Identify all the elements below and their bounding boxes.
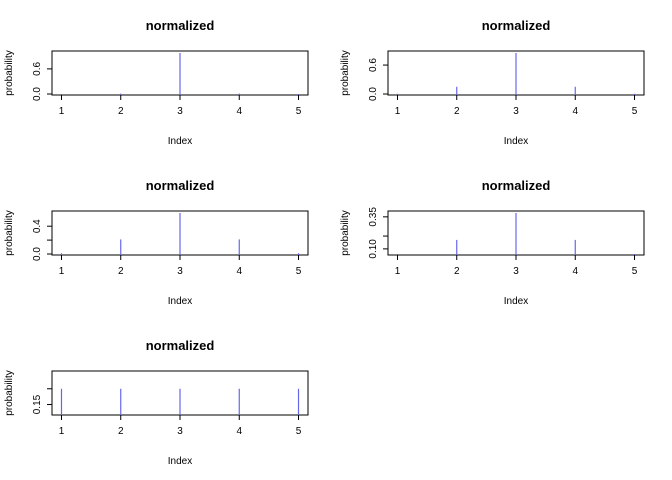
x-axis-label: Index [504, 136, 528, 147]
x-tick-label: 5 [632, 106, 638, 117]
chart-title: normalized [482, 18, 551, 33]
chart-title: normalized [482, 178, 551, 193]
x-tick-label: 5 [632, 266, 638, 277]
x-tick-label: 5 [296, 426, 302, 437]
x-axis-label: Index [168, 136, 192, 147]
x-tick-label: 3 [513, 106, 519, 117]
x-tick-label: 1 [395, 106, 401, 117]
x-tick-label: 4 [236, 266, 242, 277]
x-tick-label: 2 [454, 266, 460, 277]
x-tick-label: 4 [572, 106, 578, 117]
chart-title: normalized [146, 18, 215, 33]
x-tick-label: 2 [118, 106, 124, 117]
y-tick-label: 0.6 [32, 62, 43, 76]
chart-title: normalized [146, 178, 215, 193]
y-tick-label: 0.0 [32, 247, 43, 261]
y-axis-label: probability [340, 210, 351, 256]
x-axis-label: Index [168, 456, 192, 467]
y-tick-label: 0.6 [368, 58, 379, 72]
x-tick-label: 1 [395, 266, 401, 277]
x-tick-label: 2 [118, 426, 124, 437]
y-tick-label: 0.10 [368, 239, 379, 259]
x-tick-label: 3 [177, 266, 183, 277]
x-tick-label: 4 [572, 266, 578, 277]
y-tick-label: 0.4 [32, 219, 43, 233]
chart-title: normalized [146, 338, 215, 353]
x-tick-label: 4 [236, 426, 242, 437]
x-tick-label: 2 [454, 106, 460, 117]
x-tick-label: 1 [59, 106, 65, 117]
y-axis-label: probability [340, 50, 351, 96]
y-tick-label: 0.0 [32, 87, 43, 101]
x-axis-label: Index [168, 296, 192, 307]
x-tick-label: 1 [59, 266, 65, 277]
x-tick-label: 4 [236, 106, 242, 117]
y-axis-label: probability [4, 210, 15, 256]
x-tick-label: 2 [118, 266, 124, 277]
x-tick-label: 3 [177, 426, 183, 437]
x-tick-label: 5 [296, 266, 302, 277]
y-tick-label: 0.35 [368, 207, 379, 227]
y-tick-label: 0.0 [368, 87, 379, 101]
x-tick-label: 1 [59, 426, 65, 437]
y-tick-label: 0.15 [32, 394, 43, 414]
x-tick-label: 5 [296, 106, 302, 117]
x-tick-label: 3 [177, 106, 183, 117]
x-tick-label: 3 [513, 266, 519, 277]
y-axis-label: probability [4, 50, 15, 96]
y-axis-label: probability [4, 370, 15, 416]
x-axis-label: Index [504, 296, 528, 307]
